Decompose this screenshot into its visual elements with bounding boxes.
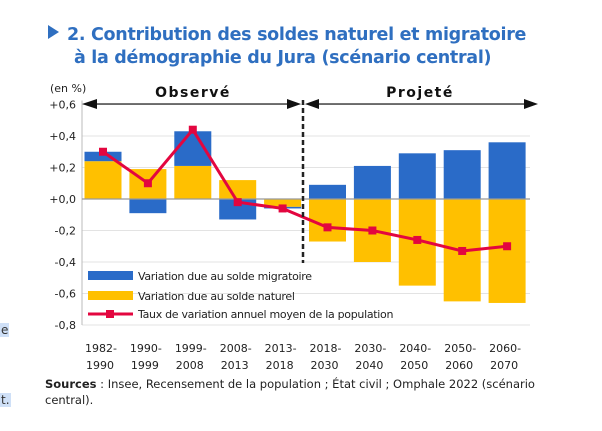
line-marker <box>143 179 152 188</box>
x-tick-label: 2050- <box>444 342 476 355</box>
legend-label: Taux de variation annuel moyen de la pop… <box>137 308 393 321</box>
bar-solde-naturel <box>84 161 122 199</box>
unit-label: (en %) <box>50 82 86 95</box>
legend-label: Variation due au solde migratoire <box>138 270 312 283</box>
triangle-bullet-icon <box>48 25 59 39</box>
chart-title: 2. Contribution des soldes naturel et mi… <box>48 24 526 70</box>
x-tick-label: 2040 <box>355 359 383 372</box>
bar-solde-migratoire <box>443 150 481 199</box>
bar-solde-naturel <box>264 199 302 207</box>
y-tick-label: -0,8 <box>55 319 76 332</box>
x-tick-label: 2008- <box>220 342 252 355</box>
x-tick-label: 1982- <box>85 342 117 355</box>
x-tick-label: 2030 <box>311 359 339 372</box>
line-marker <box>458 246 467 255</box>
line-marker <box>368 226 377 235</box>
y-tick-label: +0,0 <box>49 193 76 206</box>
x-tick-label: 1999 <box>131 359 159 372</box>
x-tick-label: 2018- <box>310 342 342 355</box>
x-tick-label: 2070 <box>490 359 518 372</box>
x-tick-label: 2060 <box>445 359 473 372</box>
sources-label: Sources <box>45 377 97 391</box>
y-tick-label: -0,2 <box>55 225 76 238</box>
bar-solde-migratoire <box>84 151 122 162</box>
x-tick-label: 2018 <box>266 359 294 372</box>
edge-text: t. <box>0 393 11 407</box>
x-tick-label: 2040- <box>399 342 431 355</box>
line-marker <box>413 235 422 244</box>
x-tick-label: 1990- <box>130 342 162 355</box>
arrow-head-left-icon <box>305 99 319 109</box>
bar-solde-migratoire <box>398 153 436 199</box>
line-marker <box>99 147 107 156</box>
projected-label: Projeté <box>386 85 454 101</box>
arrow-head-right-icon <box>524 99 538 109</box>
y-tick-label: -0,6 <box>55 288 76 301</box>
x-tick-label: 2060- <box>489 342 521 355</box>
edge-text: e <box>0 323 10 337</box>
bar-solde-naturel <box>174 165 212 199</box>
x-tick-label: 1999- <box>175 342 207 355</box>
bar-solde-migratoire <box>353 165 391 199</box>
title-line-1: 2. Contribution des soldes naturel et mi… <box>67 25 527 45</box>
legend-marker <box>106 310 114 318</box>
sources-note: Sources : Insee, Recensement de la popul… <box>45 376 565 408</box>
sources-text: : Insee, Recensement de la population ; … <box>45 377 535 407</box>
legend-label: Variation due au solde naturel <box>138 290 295 303</box>
line-marker <box>323 223 332 232</box>
arrow-head-right-icon <box>287 99 301 109</box>
y-tick-label: +0,4 <box>49 130 76 143</box>
bar-solde-migratoire <box>488 142 526 199</box>
arrow-head-left-icon <box>82 99 97 109</box>
bar-solde-migratoire <box>129 199 167 214</box>
bar-solde-naturel <box>488 199 526 303</box>
legend-swatch-migratoire <box>88 271 133 280</box>
bar-solde-naturel <box>309 199 346 242</box>
title-line-2: à la démographie du Jura (scénario centr… <box>74 48 492 68</box>
line-marker <box>188 125 197 134</box>
line-marker <box>233 198 242 207</box>
x-tick-label: 2008 <box>176 359 204 372</box>
x-tick-label: 1990 <box>86 359 114 372</box>
y-tick-label: -0,4 <box>55 256 76 269</box>
y-tick-label: +0,2 <box>49 162 76 175</box>
line-marker <box>278 204 287 213</box>
line-taux-variation <box>102 127 508 253</box>
x-tick-label: 2013 <box>221 359 249 372</box>
x-tick-label: 2030- <box>354 342 386 355</box>
y-tick-label: +0,6 <box>49 99 76 112</box>
bar-solde-migratoire <box>309 184 346 199</box>
line-marker <box>503 242 512 251</box>
x-tick-label: 2013- <box>265 342 297 355</box>
legend-swatch-naturel <box>88 291 133 300</box>
x-tick-label: 2050 <box>400 359 428 372</box>
observed-label: Observé <box>155 85 231 101</box>
